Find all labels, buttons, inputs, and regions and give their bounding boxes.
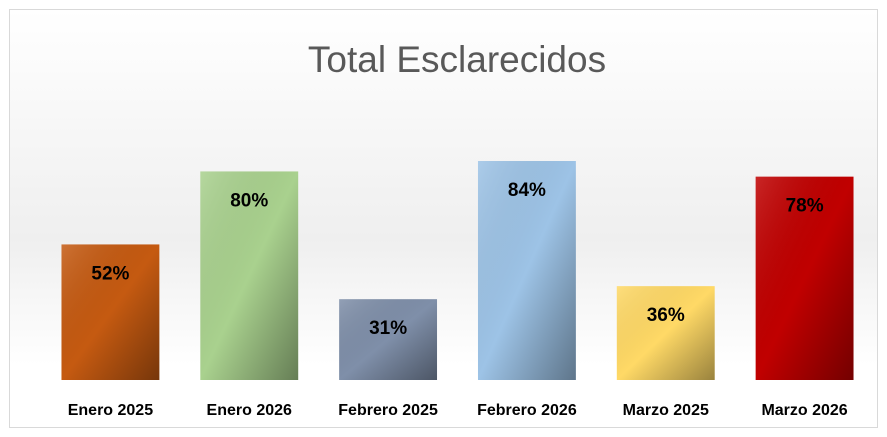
data-label: 31% <box>369 318 407 339</box>
bar-shading <box>755 176 854 380</box>
bar-shading <box>200 171 299 380</box>
x-tick-label: Marzo 2025 <box>623 402 709 419</box>
data-label: 52% <box>91 263 129 284</box>
x-tick-label: Marzo 2026 <box>761 402 847 419</box>
x-tick-label: Febrero 2025 <box>338 402 438 419</box>
bar-shading <box>339 299 438 380</box>
bar-shading <box>616 286 715 380</box>
x-tick-label: Enero 2025 <box>68 402 153 419</box>
bar-shading <box>61 244 160 380</box>
data-label: 78% <box>786 196 824 217</box>
x-tick-label: Enero 2026 <box>207 402 292 419</box>
data-label: 36% <box>647 305 685 326</box>
data-label: 80% <box>230 190 268 211</box>
data-label: 84% <box>508 180 546 201</box>
chart-title: Total Esclarecidos <box>308 39 606 80</box>
bar-shading <box>477 161 576 380</box>
x-tick-label: Febrero 2026 <box>477 402 577 419</box>
